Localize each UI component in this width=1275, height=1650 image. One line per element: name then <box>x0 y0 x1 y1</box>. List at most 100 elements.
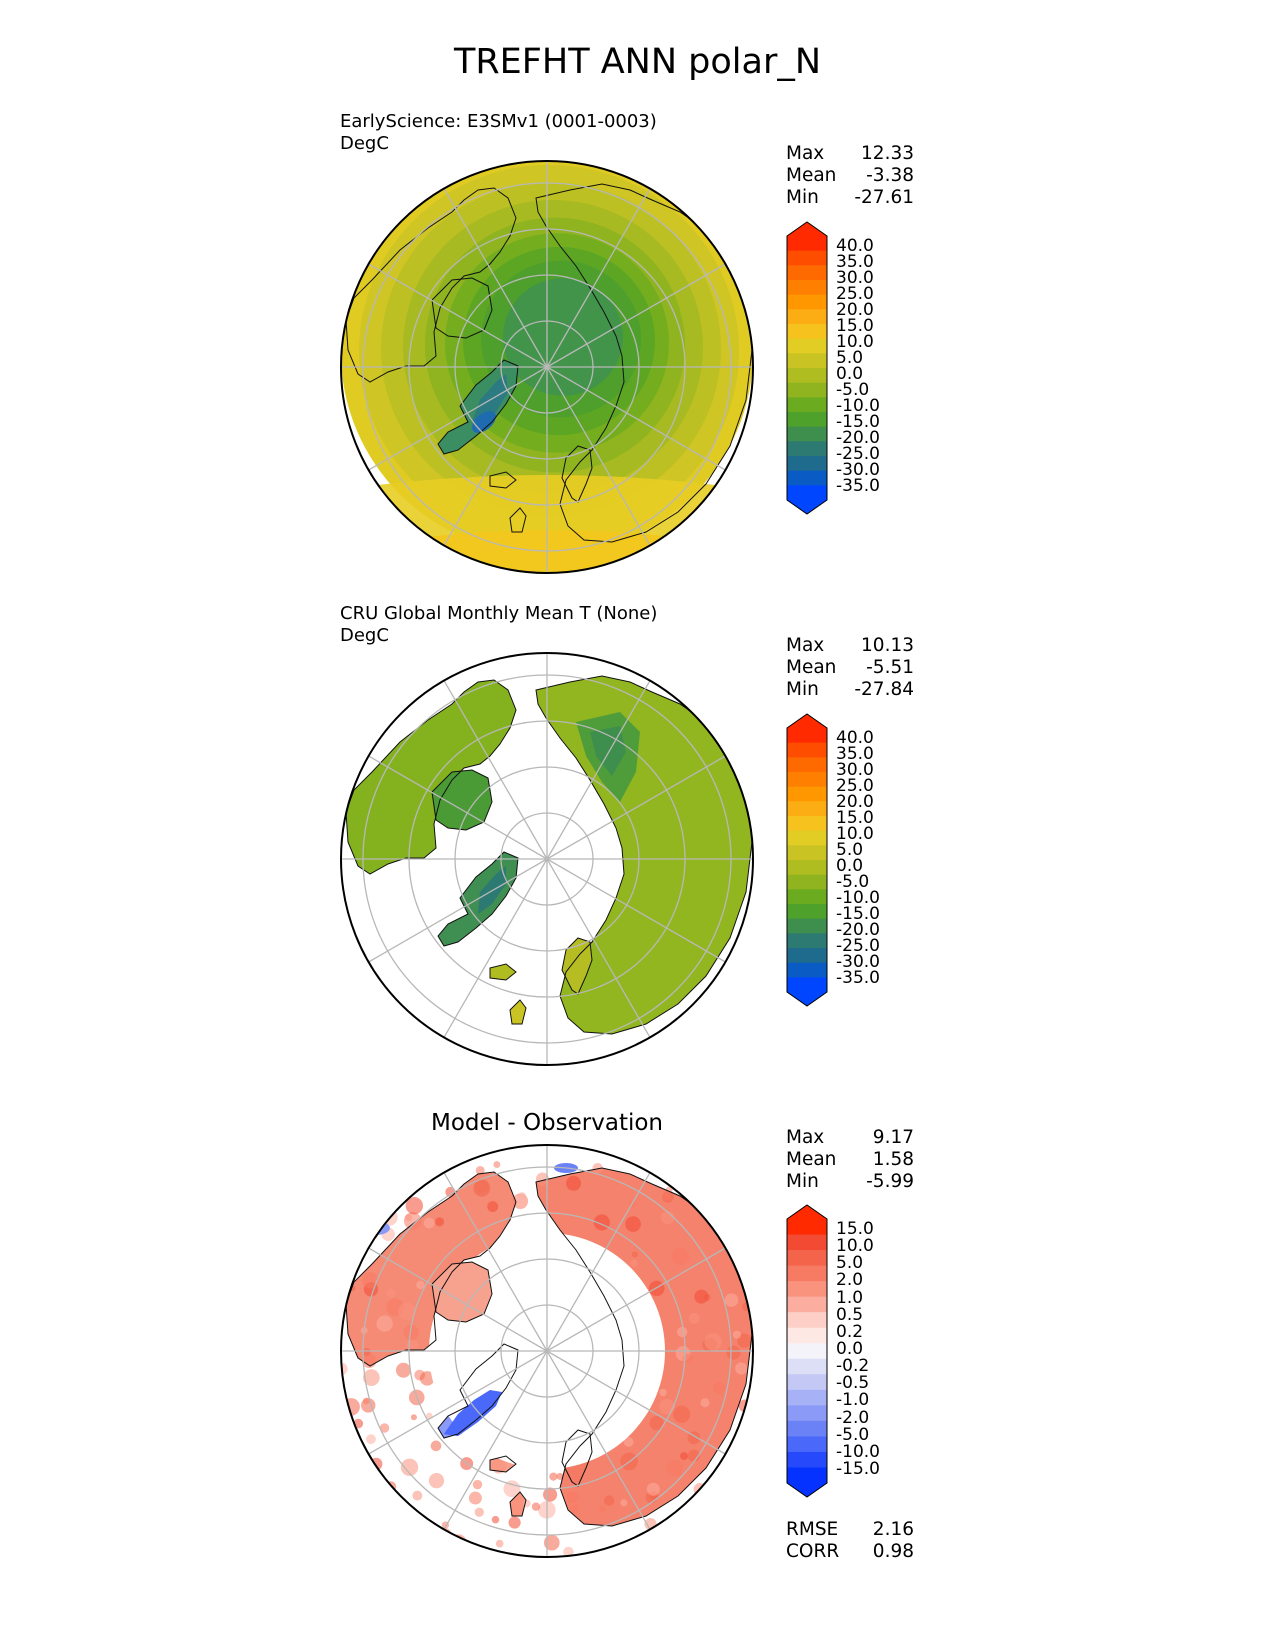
anomaly-speckle <box>543 1534 560 1551</box>
colorbar-tick-label: 20.0 <box>836 792 874 812</box>
anomaly-speckle <box>475 1165 485 1175</box>
colorbar-segment <box>787 470 827 486</box>
anomaly-speckle <box>728 1490 740 1502</box>
anomaly-speckle <box>703 1145 712 1150</box>
colorbar-segment <box>787 485 827 501</box>
colorbar-segment <box>787 338 827 354</box>
colorbar <box>786 1204 828 1498</box>
colorbar-tick-labels: 15.0 10.0 5.0 2.0 1.0 0.5 0.2 0.0 -0.2 -0.5 -1.0 -2… <box>836 1221 896 1478</box>
colorbar-segment <box>787 368 827 384</box>
anomaly-speckle <box>508 1516 521 1529</box>
colorbar-segment <box>787 280 827 296</box>
stats-block: Max 12.33 Mean -3.38 Min -27.61 <box>786 143 914 209</box>
anomaly-speckle <box>468 1491 482 1505</box>
anomaly-speckle <box>603 1495 615 1506</box>
anomaly-speckle <box>687 1449 701 1462</box>
meridian <box>546 680 651 860</box>
rmse-label: RMSE <box>786 1519 839 1540</box>
meridian <box>443 1172 548 1352</box>
polar-map-difference <box>340 1144 754 1558</box>
anomaly-speckle <box>362 1272 379 1289</box>
colorbar-segment <box>787 1327 827 1344</box>
anomaly-speckle <box>348 1237 356 1245</box>
anomaly-speckle <box>412 1490 423 1501</box>
colorbar-tick-label: 0.0 <box>836 1339 864 1359</box>
anomaly-speckle <box>686 1531 702 1548</box>
colorbar-segment <box>787 1296 827 1313</box>
meridian <box>546 1172 651 1352</box>
anomaly-patch <box>444 1390 502 1436</box>
colorbar-tick-label: -20.0 <box>836 920 880 940</box>
meridian <box>546 188 651 368</box>
rmse-value: 2.16 <box>872 1519 914 1540</box>
meridian <box>546 1247 726 1352</box>
anomaly-speckle <box>351 1179 367 1194</box>
anomaly-speckle <box>718 1170 727 1179</box>
anomaly-speckle <box>493 1161 501 1168</box>
colorbar-extend-min <box>787 500 827 514</box>
colorbar-segment <box>787 324 827 340</box>
colorbar-segment <box>787 294 827 310</box>
meridian <box>546 858 726 963</box>
anomaly-speckle <box>359 1462 376 1479</box>
colorbar-segment <box>787 1234 827 1251</box>
colorbar-segment <box>787 1389 827 1406</box>
anomaly-speckle <box>694 1289 709 1304</box>
anomaly-speckle <box>556 1472 564 1480</box>
anomaly-speckle <box>566 1491 579 1504</box>
anomaly-speckle <box>700 1398 710 1408</box>
meridian <box>546 858 651 1038</box>
colorbar-segment <box>787 1265 827 1282</box>
anomaly-speckle <box>395 1362 411 1378</box>
graticule <box>341 161 753 573</box>
anomaly-speckle <box>704 1333 722 1351</box>
colorbar-tick-label: -0.2 <box>836 1356 870 1377</box>
colorbar-tick-label: 0.0 <box>836 856 864 876</box>
anomaly-speckle <box>373 1187 383 1197</box>
anomaly-speckle <box>566 1175 582 1191</box>
colorbar-segment <box>787 874 827 890</box>
stat-min-value: -27.61 <box>854 187 914 208</box>
colorbar-tick-label: -35.0 <box>836 968 880 988</box>
coastline-canada <box>345 1171 517 1367</box>
stat-mean-label: Mean <box>786 1149 837 1170</box>
coastline-archipelago <box>431 1261 493 1323</box>
anomaly-speckle <box>343 1448 355 1460</box>
anomaly-speckle <box>430 1440 442 1452</box>
anomaly-speckle <box>370 1192 380 1202</box>
colorbar-tick-label: 10.0 <box>836 332 874 352</box>
colorbar-tick-label: -10.0 <box>836 396 880 416</box>
anomaly-speckle <box>666 1459 684 1477</box>
colorbar-segment <box>787 757 827 773</box>
colorbar-segment <box>787 801 827 817</box>
coastline-scand <box>561 937 593 995</box>
coastline-canada <box>345 679 517 875</box>
anomaly-speckle <box>629 1148 642 1161</box>
anomaly-speckle <box>649 1415 664 1431</box>
figure-title: TREFHT ANN polar_N <box>453 42 822 82</box>
colorbar-tick-label: -25.0 <box>836 936 880 956</box>
stat-mean-value: -5.51 <box>866 657 914 678</box>
anomaly-speckle <box>365 1471 379 1486</box>
panel-title: Model - Observation <box>430 1110 664 1136</box>
anomaly-speckle <box>495 1539 504 1548</box>
stats-block: Max 9.17 Mean 1.58 Min -5.99 <box>786 1127 914 1193</box>
coastline-scand <box>561 1429 593 1487</box>
anomaly-speckle <box>366 1434 376 1445</box>
land-scand <box>562 938 592 994</box>
anomaly-speckle <box>683 1549 697 1557</box>
colorbar-segment <box>787 1358 827 1375</box>
colorbar-segment <box>787 845 827 861</box>
colorbar-tick-label: -5.0 <box>836 380 870 400</box>
meridian <box>546 1350 726 1455</box>
stat-mean-value: -3.38 <box>866 165 914 186</box>
anomaly-speckle <box>357 1466 371 1480</box>
colorbar-segment <box>787 1374 827 1391</box>
colorbar-tick-label: -1.0 <box>836 1390 870 1411</box>
anomaly-speckle <box>362 1397 370 1405</box>
colorbar-tick-label: 15.0 <box>836 808 874 828</box>
panel-subtitle: CRU Global Monthly Mean T (None) DegC <box>340 603 657 647</box>
anomaly-speckle <box>423 1217 435 1229</box>
colorbar-tick-label: 0.2 <box>836 1321 864 1342</box>
anomaly-speckle <box>716 1529 731 1543</box>
